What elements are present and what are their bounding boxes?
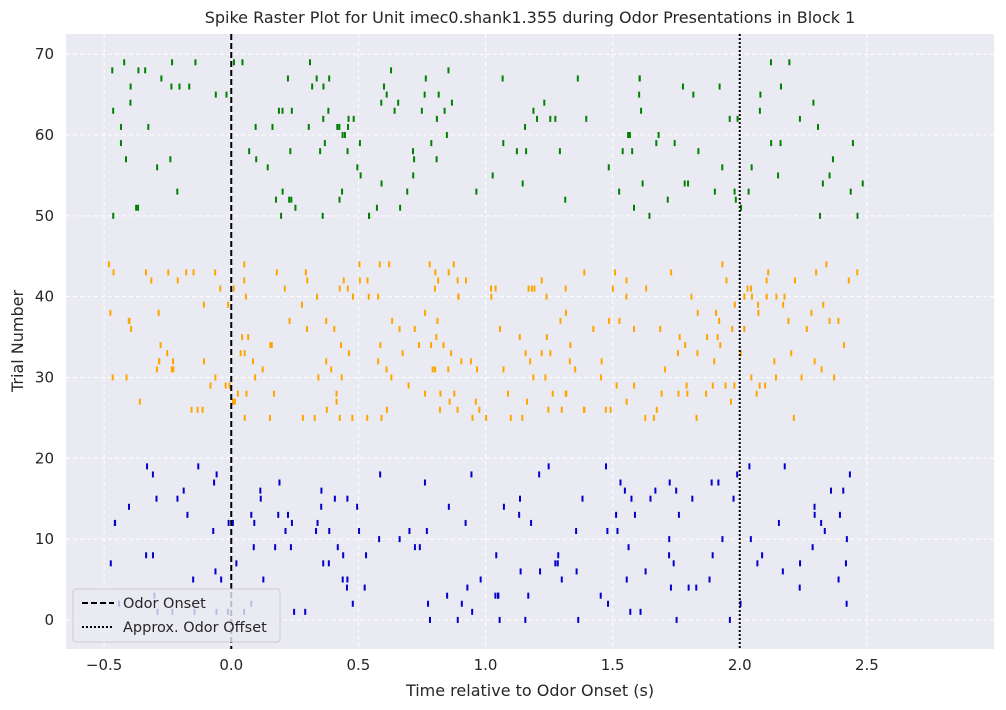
spike-ticks [107,59,864,623]
x-tick-label: −0.5 [86,656,122,674]
y-tick-label: 60 [35,126,54,144]
plot-area [66,34,994,649]
x-tick-label: 1.0 [474,656,498,674]
x-tick-labels: −0.5 0.0 0.5 1.0 1.5 2.0 2.5 [86,656,879,674]
legend-onset-label: Odor Onset [123,596,206,612]
x-tick-label: 0.5 [346,656,370,674]
y-tick-label: 10 [35,530,54,548]
y-tick-label: 30 [35,368,54,386]
y-axis-title: Trial Number [8,290,27,393]
x-axis-title: Time relative to Odor Onset (s) [405,681,654,700]
x-tick-label: 2.0 [728,656,752,674]
legend-offset-label: Approx. Odor Offset [123,620,267,636]
legend-box [72,588,281,643]
y-tick-label: 20 [35,449,54,467]
grid-lines [66,34,994,649]
y-tick-label: 50 [35,207,54,225]
y-tick-labels: 0 10 20 30 40 50 60 70 [35,45,54,629]
legend: Odor Onset Approx. Odor Offset [72,588,281,643]
x-tick-label: 1.5 [601,656,625,674]
reference-lines [230,34,741,649]
y-tick-label: 0 [44,611,54,629]
x-tick-label: 0.0 [219,656,243,674]
chart-title: Spike Raster Plot for Unit imec0.shank1.… [205,8,856,27]
y-tick-label: 70 [35,45,54,63]
x-tick-label: 2.5 [855,656,879,674]
y-tick-label: 40 [35,288,54,306]
